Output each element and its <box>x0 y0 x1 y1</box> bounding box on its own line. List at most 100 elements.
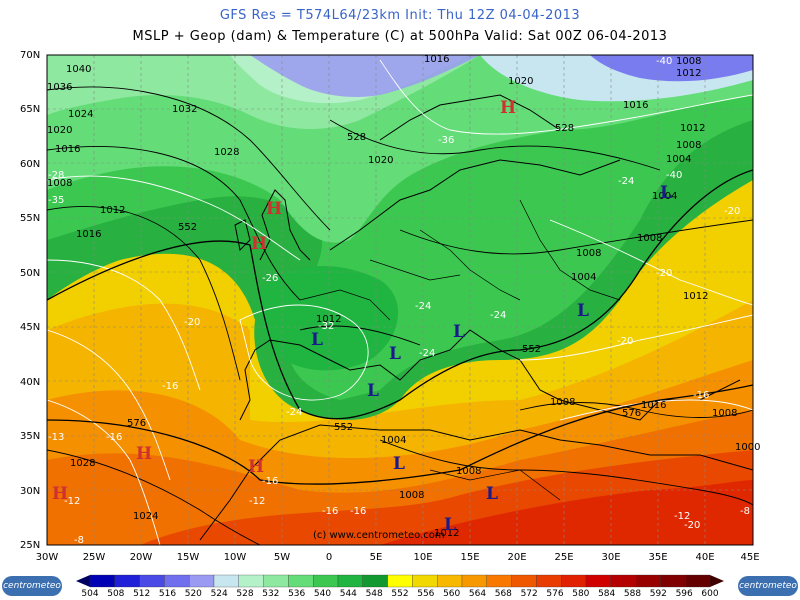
longitude-label: 10W <box>224 552 247 563</box>
map-frame <box>46 54 754 546</box>
longitude-label: 30W <box>36 552 59 563</box>
colorbar-swatch <box>139 574 165 588</box>
temperature-label: -16 <box>322 506 338 517</box>
longitude-label: 25E <box>554 552 573 563</box>
temperature-label: -24 <box>419 348 435 359</box>
isobar-label: 1028 <box>70 458 95 469</box>
temperature-label: -40 <box>666 170 682 181</box>
geopotential-label: 528 <box>555 123 574 134</box>
low-pressure-center: L <box>453 322 465 342</box>
isobar-label: 1008 <box>550 397 575 408</box>
geopotential-label: 552 <box>178 222 197 233</box>
isotherms <box>47 59 753 545</box>
colorbar-swatch <box>635 574 661 588</box>
map-title-run: GFS Res = T574L64/23km Init: Thu 12Z 04-… <box>219 8 581 23</box>
isobar-label: 1004 <box>381 435 406 446</box>
coastlines <box>199 94 753 541</box>
colorbar-tick-label: 592 <box>649 589 667 599</box>
colorbar-tick-label: 512 <box>133 589 151 599</box>
temperature-label: -24 <box>415 301 431 312</box>
longitude-label: 45E <box>740 552 759 563</box>
colorbar-swatch <box>610 574 636 588</box>
colorbar-swatch <box>263 574 289 588</box>
low-pressure-center: L <box>311 330 323 350</box>
longitude-label: 20E <box>507 552 526 563</box>
isobar-label: 1012 <box>676 68 701 79</box>
isobar-label: 1024 <box>133 511 158 522</box>
temperature-label: -20 <box>617 336 633 347</box>
colorbar-tick-label: 516 <box>158 589 177 599</box>
colorbar-arrow-left <box>76 575 90 587</box>
low-pressure-center: L <box>486 484 498 504</box>
colorbar-tick-label: 576 <box>546 589 564 599</box>
temperature-label: -35 <box>48 195 64 206</box>
temperature-label: -40 <box>656 56 672 67</box>
isobar-label: 1008 <box>399 490 424 501</box>
geopotential-label: 552 <box>334 422 353 433</box>
colorbar-arrow-right <box>710 575 724 587</box>
longitude-label: 25W <box>83 552 106 563</box>
colorbar-ticks: 504 508 512 516 520 524 528 532 536 540 544 548 552 5… <box>81 589 718 600</box>
longitude-label: 15E <box>460 552 479 563</box>
isobar-label: 1024 <box>68 109 93 120</box>
colorbar-swatches <box>76 574 724 588</box>
temperature-label: -12 <box>249 496 265 507</box>
isobar-label: 1008 <box>637 233 662 244</box>
geopotential-label: 576 <box>622 408 641 419</box>
colorbar-swatch <box>89 574 115 588</box>
colorbar-tick-label: 596 <box>675 589 693 599</box>
isobar-label: 1008 <box>47 178 72 189</box>
colorbar-tick-label: 548 <box>365 589 383 599</box>
isobar-label: 1012 <box>683 291 708 302</box>
latitude-label: 30N <box>20 486 40 497</box>
temperature-label: -24 <box>286 407 302 418</box>
colorbar-tick-label: 532 <box>262 589 280 599</box>
centrometeo-logo: centrometeo <box>2 576 62 596</box>
low-pressure-center: L <box>577 301 589 321</box>
isobar-label: 1008 <box>576 248 601 259</box>
colorbar-swatch <box>387 574 413 588</box>
high-pressure-center: H <box>500 98 516 118</box>
temperature-label: -20 <box>684 520 700 531</box>
low-pressure-center: L <box>444 515 456 535</box>
isobar-labels: 1040 1036 1024 1020 1032 1028 1016 1008 … <box>47 54 760 539</box>
isobar-label: 1016 <box>623 100 648 111</box>
colorbar-tick-label: 524 <box>210 589 228 599</box>
map-title-fields: MSLP + Geop (dam) & Temperature (C) at 5… <box>132 29 668 44</box>
isobar-label: 1016 <box>641 400 666 411</box>
low-pressure-center: L <box>393 454 405 474</box>
colorbar-swatch <box>511 574 537 588</box>
latitude-labels: 70N 65N 60N 55N 50N 45N 40N 35N 30N 25N <box>20 50 40 551</box>
isobar-label: 1008 <box>712 408 737 419</box>
colorbar-swatch <box>189 574 215 588</box>
temperature-label: -32 <box>318 321 334 332</box>
isobar-label: 1012 <box>680 123 705 134</box>
colorbar-swatch <box>313 574 339 588</box>
colorbar-swatch <box>238 574 264 588</box>
colorbar-swatch <box>536 574 562 588</box>
temperature-label: -24 <box>490 310 506 321</box>
geopotential-label: 528 <box>347 132 366 143</box>
temperature-label: -20 <box>656 268 672 279</box>
isobar-label: 1012 <box>316 314 341 325</box>
temperature-label: -20 <box>184 317 200 328</box>
longitude-label: 10E <box>413 552 432 563</box>
isobars <box>47 86 753 545</box>
temperature-label: -16 <box>162 381 178 392</box>
temperature-label: -24 <box>618 176 634 187</box>
colorbar-tick-label: 556 <box>417 589 435 599</box>
colorbar-tick-label: 540 <box>313 589 332 599</box>
isobar-label: 1036 <box>47 82 72 93</box>
temperature-label: -16 <box>262 476 278 487</box>
isobar-label: 1004 <box>571 272 596 283</box>
temperature-label: -12 <box>674 511 690 522</box>
temperature-label: -26 <box>262 273 278 284</box>
isobar-label: 1004 <box>666 154 691 165</box>
colorbar-tick-label: 572 <box>520 589 538 599</box>
colorbar-swatch <box>362 574 388 588</box>
latitude-label: 65N <box>20 104 40 115</box>
temperature-label: -12 <box>64 496 80 507</box>
colorbar: centrometeo 504 508 512 516 520 524 528 532 536 5… <box>0 572 800 600</box>
pressure-centers: H H H H H H L L L L L L L L L <box>52 98 672 535</box>
geopotential-label: 552 <box>522 344 541 355</box>
